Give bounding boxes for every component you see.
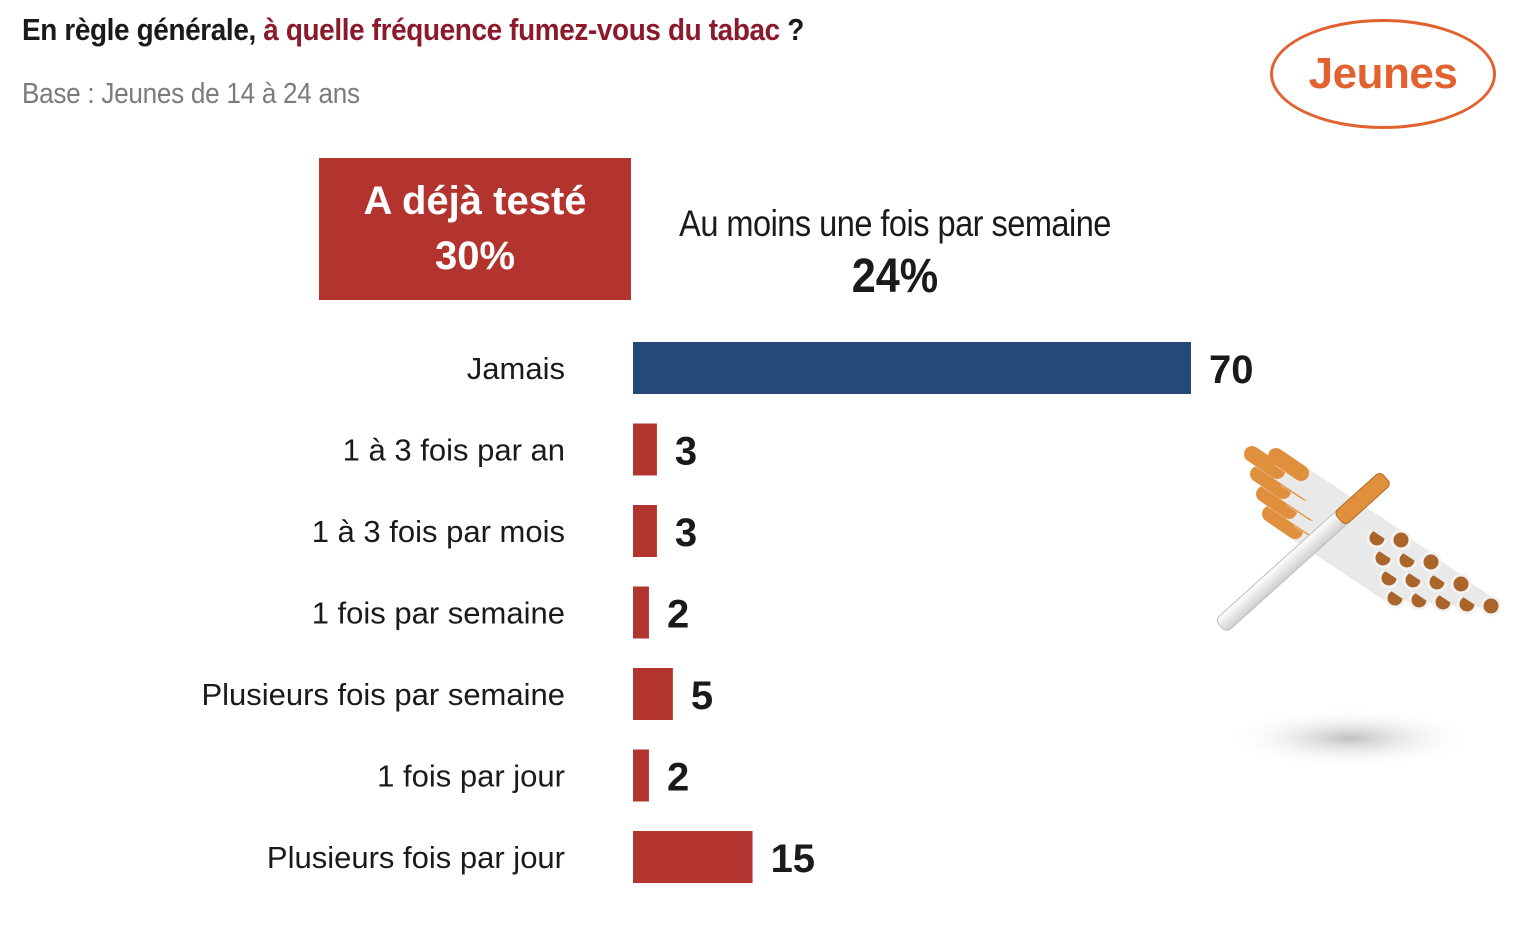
bar-4: [633, 668, 673, 720]
page-title: En règle générale, à quelle fréquence fu…: [22, 12, 804, 48]
base-note: Base : Jeunes de 14 à 24 ans: [22, 78, 360, 110]
value-label: 5: [691, 674, 713, 718]
value-label: 2: [667, 756, 689, 800]
category-label: Plusieurs fois par jour: [267, 840, 565, 875]
value-label: 3: [675, 430, 697, 474]
cigarettes-icon: [1216, 446, 1500, 768]
bar-1: [633, 423, 657, 476]
bar-6: [633, 831, 753, 883]
category-label: 1 à 3 fois par an: [343, 433, 565, 468]
category-label: 1 fois par semaine: [312, 596, 565, 631]
title-accent: à quelle fréquence fumez-vous du tabac: [263, 12, 780, 47]
category-label: Jamais: [467, 351, 565, 386]
weekly-label: Au moins une fois par semaine: [679, 203, 1111, 244]
audience-badge: Jeunes: [1270, 19, 1496, 129]
value-label: 70: [1209, 348, 1254, 392]
value-label: 2: [667, 593, 689, 637]
bar-0: [633, 342, 1191, 394]
category-label: 1 à 3 fois par mois: [312, 514, 565, 549]
bar-2: [633, 505, 657, 557]
title-prefix: En règle générale,: [22, 12, 264, 47]
weekly-summary: Au moins une fois par semaine 24%: [640, 203, 1150, 304]
title-suffix: ?: [779, 12, 804, 47]
tested-summary-box: A déjà testé 30%: [319, 158, 631, 300]
tested-label: A déjà testé: [363, 179, 587, 223]
audience-badge-label: Jeunes: [1308, 49, 1458, 98]
value-label: 3: [675, 511, 697, 555]
tested-value: 30%: [434, 234, 516, 278]
value-label: 15: [771, 837, 816, 881]
bar-5: [633, 749, 649, 802]
weekly-value: 24%: [851, 250, 939, 303]
bar-3: [633, 586, 649, 639]
category-label: 1 fois par jour: [377, 759, 565, 794]
category-label: Plusieurs fois par semaine: [201, 677, 565, 712]
